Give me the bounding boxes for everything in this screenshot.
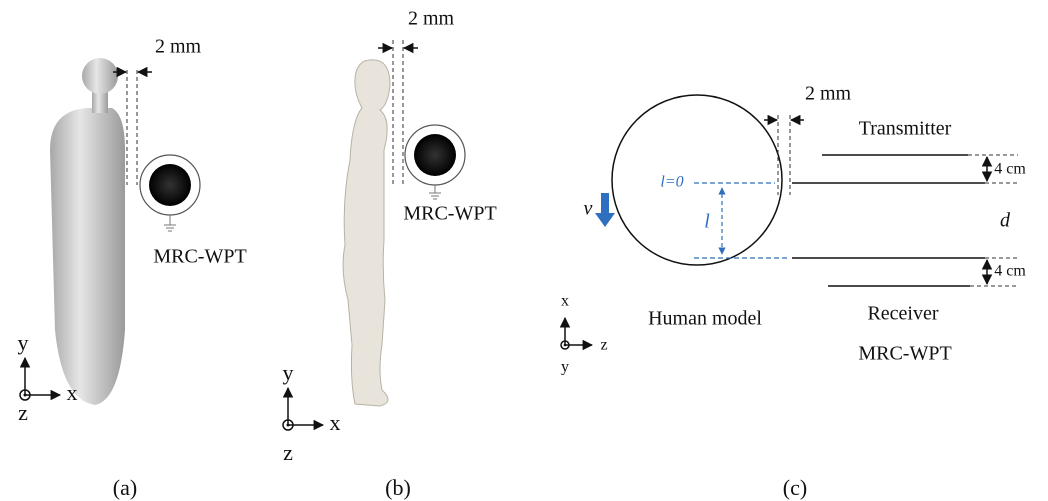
caption: (b) <box>385 475 411 500</box>
axis-origin <box>282 419 294 431</box>
caption: (a) <box>113 475 137 500</box>
human-cross-section <box>611 94 783 266</box>
spacing-label: 4 cm <box>994 161 1026 178</box>
human-label: Human model <box>648 308 762 330</box>
axis-label: y <box>561 359 569 376</box>
velocity-label: v <box>584 198 593 220</box>
ground <box>164 215 176 232</box>
coil <box>149 164 191 206</box>
panel-c: 2 mm Transmitter 4 cm d 4 cm l=0 l v Hum… <box>559 83 1026 500</box>
spacing-label: 4 cm <box>994 263 1026 280</box>
axis-label: z <box>283 440 293 465</box>
axis-label: y <box>283 360 294 385</box>
human-model <box>342 59 391 407</box>
gap-label: 2 mm <box>408 8 455 30</box>
device-label: MRC-WPT <box>403 203 496 225</box>
axis-label: x <box>67 380 78 405</box>
transmitter-label: Transmitter <box>859 118 952 140</box>
l-zero-label: l=0 <box>660 174 683 191</box>
axis-label: z <box>600 337 607 354</box>
gap-label: 2 mm <box>155 36 202 58</box>
panel-a: 2 mm MRC-WPT y x z (a) <box>18 36 247 500</box>
axis-label: x <box>561 293 569 310</box>
axis-origin <box>19 389 31 401</box>
caption: (c) <box>783 475 807 500</box>
device-label: MRC-WPT <box>858 343 951 365</box>
neck <box>92 88 108 113</box>
distance-label: d <box>1000 210 1011 232</box>
extension-line <box>968 154 1018 287</box>
velocity-arrow <box>595 193 615 227</box>
gap-label: 2 mm <box>805 83 852 105</box>
coil <box>414 134 456 176</box>
head <box>82 58 118 94</box>
axis-label: y <box>18 330 29 355</box>
ground <box>429 185 441 200</box>
receiver-label: Receiver <box>867 303 938 325</box>
device-label: MRC-WPT <box>153 246 246 268</box>
panel-b: 2 mm MRC-WPT y x z (b) <box>282 8 497 500</box>
axis-label: x <box>330 410 341 435</box>
body-model <box>50 108 125 405</box>
axis-label: z <box>18 400 28 425</box>
l-label: l <box>704 211 710 233</box>
axis-origin <box>560 340 570 350</box>
